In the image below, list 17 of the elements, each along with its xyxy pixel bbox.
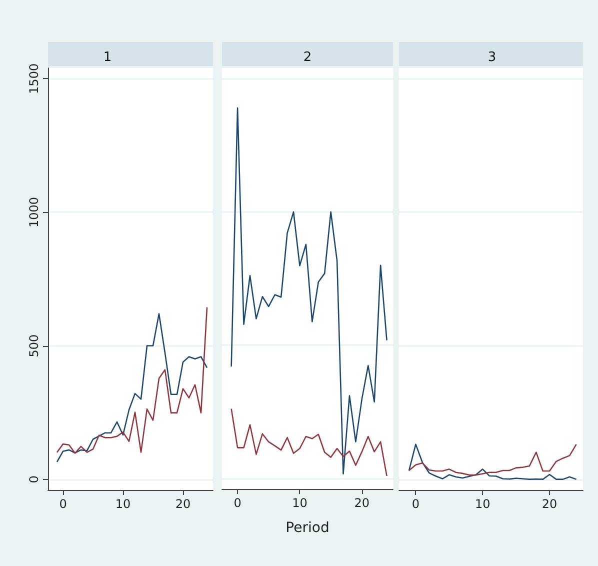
x-tick-label: 0	[59, 497, 67, 511]
chart-title: 3	[488, 50, 496, 65]
x-tick-label: 10	[115, 497, 131, 511]
y-tick-label: 0	[27, 475, 41, 484]
x-tick-label: 0	[412, 497, 420, 511]
x-tick-label: 10	[292, 496, 308, 510]
y-tick-label: 500	[27, 334, 41, 358]
x-axis-title: Period	[286, 520, 330, 536]
x-tick-label: 20	[175, 497, 191, 511]
y-tick-label: 1500	[27, 63, 41, 94]
chart-title: 2	[303, 50, 312, 65]
x-tick-label: 10	[474, 497, 490, 511]
chart-title: 1	[103, 50, 112, 65]
y-tick-label: 1000	[27, 196, 41, 228]
x-tick-label: 20	[542, 497, 558, 511]
x-tick-label: 20	[354, 496, 370, 510]
x-tick-label: 0	[234, 496, 242, 510]
